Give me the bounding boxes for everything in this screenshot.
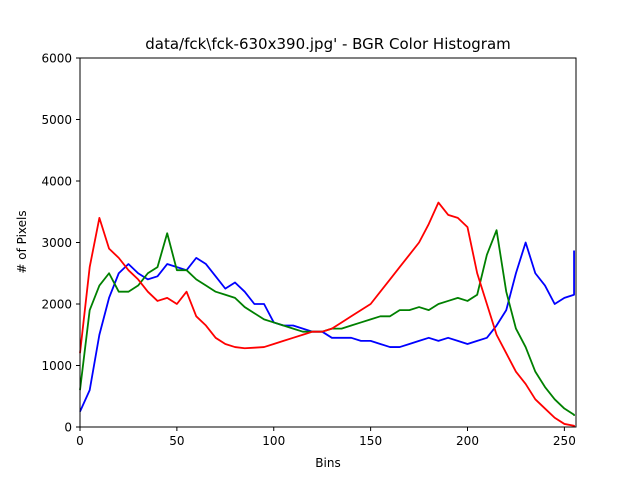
- x-axis-label: Bins: [315, 456, 340, 470]
- plot-area-frame: [79, 57, 577, 428]
- blue-channel-line: [79, 241, 575, 412]
- plot-lines: [79, 201, 575, 427]
- y-tick-label: 5000: [41, 113, 72, 127]
- x-tick-label: 100: [262, 434, 285, 448]
- x-tick-label: 0: [76, 434, 84, 448]
- x-tick-label: 250: [553, 434, 576, 448]
- y-axis-label: # of Pixels: [15, 210, 29, 273]
- y-tick-label: 4000: [41, 175, 72, 189]
- y-tick-label: 3000: [41, 236, 72, 250]
- y-tick-label: 1000: [41, 359, 72, 373]
- x-tick-label: 50: [169, 434, 184, 448]
- y-tick-label: 6000: [41, 52, 72, 66]
- x-tick-label: 150: [359, 434, 382, 448]
- chart-title: data/fck\fck-630x390.jpg' - BGR Color Hi…: [145, 35, 511, 53]
- x-axis-ticks: 0 50 100 150 200 250: [76, 427, 576, 448]
- y-tick-label: 2000: [41, 298, 72, 312]
- green-channel-line: [79, 229, 575, 416]
- x-tick-label: 200: [456, 434, 479, 448]
- y-axis-ticks: 0 1000 2000 3000 4000 5000 6000: [41, 52, 80, 435]
- red-channel-line: [79, 201, 575, 427]
- y-tick-label: 0: [64, 421, 72, 435]
